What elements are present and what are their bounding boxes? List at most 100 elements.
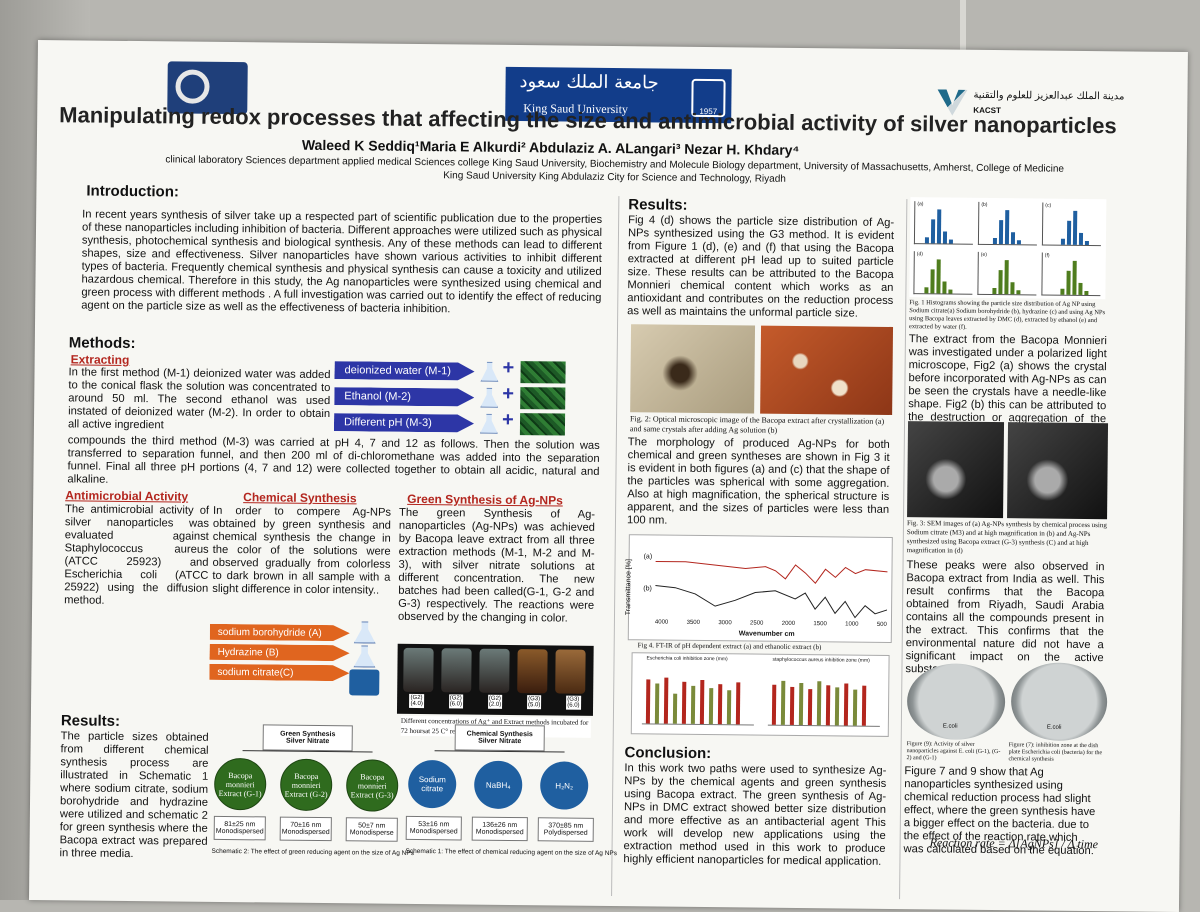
ecoli-bar-plot <box>641 667 755 726</box>
histogram-panel: (e) <box>977 251 1037 296</box>
antimicrobial-title: Antimicrobial Activity <box>65 488 189 504</box>
inhibition-bar <box>816 681 822 726</box>
reagent-arrow-b: Hydrazine (B) <box>210 644 350 661</box>
ftir-chart: Transmittance [%] (a) (b) 4000 3500 3000… <box>625 534 893 643</box>
schematic-2-header: Green Synthesis Silver Nitrate <box>262 724 353 752</box>
histogram-panel: (d) <box>913 251 973 295</box>
histogram-bar <box>1084 290 1089 296</box>
ftir-tick: 2000 <box>781 620 796 627</box>
extraction-diagram: deionized water (M-1) Ethanol (M-2) Diff… <box>334 357 575 440</box>
flask-icon <box>353 645 375 667</box>
histogram-panel: (a) <box>913 201 974 245</box>
vial-image <box>479 648 510 693</box>
extracting-text-1: In the first method (M-1) deionized wate… <box>67 366 331 432</box>
bacopa-leaf-image <box>520 387 566 410</box>
schematic-1-caption: Schematic 1: The effect of chemical redu… <box>405 847 618 858</box>
reagent-arrow-c: sodium citrate(C) <box>209 664 349 681</box>
green-synthesis-title: Green Synthesis of Ag-NPs <box>407 491 563 508</box>
inhibition-bar <box>690 685 696 724</box>
inhibition-bar <box>717 684 723 725</box>
inhibition-bar <box>645 679 651 724</box>
conclusion-heading: Conclusion: <box>624 744 712 763</box>
histogram-bar <box>1066 220 1072 245</box>
histograms: (a) (b) (c) (d) (e) (f) <box>909 197 1107 300</box>
histogram-panel: (b) <box>977 201 1038 246</box>
inhibition-bar <box>726 690 732 725</box>
flask-icon <box>480 414 498 434</box>
fig4-caption: Fig 4. FT-IR of pH dependent extract (a)… <box>637 641 822 652</box>
histogram-bar <box>1004 260 1009 295</box>
histogram-bar <box>1072 260 1077 295</box>
nabh4-node: NaBH₄ <box>473 760 523 810</box>
plus-icon: + <box>502 356 515 380</box>
arrow-m3: Different pH (M-3) <box>334 413 474 432</box>
histogram-bar <box>936 209 942 244</box>
ftir-tick: 1000 <box>845 621 859 628</box>
histogram-bar <box>930 219 936 244</box>
histogram-bar <box>1060 238 1065 245</box>
arrow-m1: deionized water (M-1) <box>334 361 474 380</box>
intro-text: In recent years synthesis of silver take… <box>81 208 603 316</box>
micrograph-a <box>630 324 756 414</box>
histogram-bar <box>1078 282 1083 295</box>
histogram-letter: (f) <box>1044 252 1050 259</box>
vials-photo: (G2) (4.0) (G2) (6.0) (G2) (2.0) (G3) (5… <box>396 643 594 716</box>
green-synthesis-text: The green Synthesis of Ag-nanoparticles … <box>397 506 596 625</box>
schematic-2-caption: Schematic 2: The effect of green reducin… <box>211 847 415 857</box>
micrograph-b <box>760 325 894 415</box>
inhibition-bar <box>681 681 687 724</box>
extracting-text-2: compounds the third method (M-3) was car… <box>67 434 600 486</box>
plate-label: E.coli <box>942 723 958 730</box>
saureus-bar-plot <box>767 668 881 727</box>
histogram-bar <box>1016 240 1021 245</box>
histogram-bar <box>924 287 929 294</box>
vial-image <box>517 649 548 694</box>
vial-label: (G2) (6.0) <box>448 694 464 709</box>
histogram-panel: (f) <box>1041 252 1101 297</box>
methods-heading: Methods: <box>68 334 136 353</box>
histogram-bar <box>1078 232 1084 245</box>
affiliations: clinical laboratory Sciences department … <box>95 153 1135 190</box>
ksu-arabic: جامعة الملك سعود <box>519 71 659 94</box>
fig9-caption: Figure (9): Activity of silver nanoparti… <box>906 741 1001 762</box>
inhibition-bar <box>735 682 741 725</box>
histogram-bar <box>1060 288 1065 295</box>
ftir-series-b <box>655 584 888 619</box>
histogram-bar <box>948 239 953 244</box>
plate-label: E.coli <box>1046 724 1062 731</box>
g2-node: Bacopa monnieri Extract (G-2) <box>279 758 333 812</box>
histogram-bar <box>1072 210 1078 245</box>
schematic-2: Green Synthesis Silver Nitrate Bacopa mo… <box>212 724 401 846</box>
histogram-bar <box>942 281 947 294</box>
results-left-text: The particle sizes obtained from differe… <box>59 730 209 861</box>
results-left-heading: Results: <box>60 712 121 730</box>
agar-plate-9: E.coli <box>906 663 1006 741</box>
bacopa-leaf-image <box>520 361 566 384</box>
histogram-bar <box>936 259 941 294</box>
ftir-tick: 3500 <box>686 619 701 626</box>
histogram-letter: (a) <box>917 201 924 208</box>
vial-image <box>403 647 434 693</box>
inhibition-bar <box>708 688 714 725</box>
ftir-series-a <box>655 560 888 584</box>
vial-label: (G3) (5.0) <box>527 695 542 710</box>
vial-image <box>441 648 472 693</box>
inhibition-bar <box>852 689 858 726</box>
inhibition-bar <box>654 683 660 724</box>
chemical-synthesis-text: In order to compere Ag-NPs obtained by g… <box>212 504 392 597</box>
histogram-bar <box>992 238 997 245</box>
ftir-tick: 3000 <box>718 620 732 627</box>
g3-size: 50±7 nm Monodisperse <box>345 817 398 842</box>
column-divider-1 <box>611 196 620 897</box>
citrate-size: 53±16 nm Monodispersed <box>405 815 462 841</box>
intro-heading: Introduction: <box>86 182 179 201</box>
histogram-letter: (c) <box>1045 202 1052 209</box>
ftir-label-a: (a) <box>643 553 653 561</box>
arrow-m2: Ethanol (M-2) <box>334 387 474 406</box>
poster: جامعة الملك سعود King Saud University 19… <box>28 40 1188 912</box>
histogram-bar <box>998 220 1004 245</box>
inhibition-bar <box>699 679 705 725</box>
histogram-bar <box>1010 282 1015 295</box>
histogram-bar <box>942 231 948 244</box>
ftir-tick: 1500 <box>813 621 827 628</box>
